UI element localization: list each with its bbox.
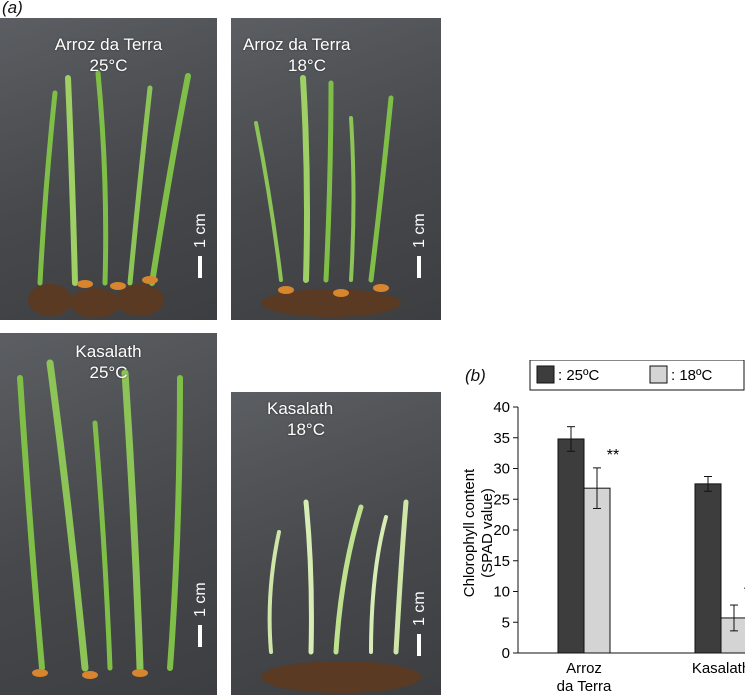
caption-line2: 25°C	[89, 56, 128, 75]
caption-line2: 25°C	[89, 363, 128, 382]
x-category-label: Kasalath	[692, 660, 745, 677]
y-tick-label: 0	[502, 645, 510, 662]
scale-bar	[198, 625, 202, 647]
legend-swatch-25c	[536, 365, 555, 384]
y-tick-label: 30	[493, 461, 510, 478]
scale-bar	[417, 634, 421, 656]
seedlings-image	[261, 499, 421, 693]
photo-kasalath-25c: Kasalath 25°C 1 cm	[0, 333, 217, 695]
scale-label: 1 cm	[411, 213, 428, 248]
seedlings-image	[17, 359, 183, 679]
significance-marker: **	[607, 447, 619, 464]
seedlings-image	[28, 70, 191, 318]
caption-line1: Arroz da Terra	[54, 35, 163, 54]
bar	[720, 617, 745, 654]
y-tick-label: 5	[502, 614, 510, 631]
photo-caption: Arroz da Terra 18°C	[243, 34, 441, 76]
photo-arroz-25c: Arroz da Terra 25°C 1 cm	[0, 18, 217, 320]
photo-caption: Kasalath 25°C	[0, 341, 217, 383]
legend-frame	[529, 360, 745, 391]
bar	[583, 487, 611, 654]
legend-label-25c: : 25ºC	[558, 367, 599, 384]
y-tick-label: 10	[493, 584, 510, 601]
scale-bar	[417, 256, 421, 278]
scale-label: 1 cm	[192, 582, 209, 617]
caption-line1: Kasalath	[75, 342, 142, 361]
panel-a-label: (a)	[2, 0, 23, 17]
y-axis-label-line2: (SPAD value)	[479, 488, 496, 578]
panel-b-label: (b)	[465, 366, 486, 385]
scale-bar	[198, 256, 202, 278]
caption-line1: Arroz da Terra	[243, 35, 351, 54]
legend-label-18c: : 18ºC	[671, 367, 712, 384]
y-tick-label: 35	[493, 430, 510, 447]
scale-label: 1 cm	[411, 591, 428, 626]
legend: : 25ºC : 18ºC	[529, 360, 745, 391]
caption-line2: 18°C	[288, 56, 326, 75]
y-tick-label: 15	[493, 553, 510, 570]
photo-kasalath-18c: Kasalath 18°C 1 cm	[231, 392, 441, 695]
y-tick-label: 25	[493, 491, 510, 508]
x-category-label: da Terra	[557, 678, 612, 695]
scale-label: 1 cm	[192, 213, 209, 248]
photo-caption: Arroz da Terra 25°C	[0, 34, 217, 76]
caption-line1: Kasalath	[267, 399, 334, 418]
caption-line2: 18°C	[287, 420, 325, 439]
y-axis-label-line1: Chlorophyll content	[461, 468, 478, 597]
bar	[694, 483, 722, 654]
y-tick-label: 20	[493, 522, 510, 539]
legend-swatch-18c	[649, 365, 668, 384]
y-tick-label: 40	[493, 399, 510, 416]
seedlings-image	[254, 75, 401, 317]
bar	[557, 438, 585, 654]
significance-marker: **	[744, 584, 745, 601]
x-category-label: Arroz	[566, 660, 602, 677]
y-axis-label: Chlorophyll content (SPAD value)	[461, 468, 496, 597]
photo-arroz-18c: Arroz da Terra 18°C 1 cm	[231, 18, 441, 320]
photo-caption: Kasalath 18°C	[267, 398, 441, 440]
chlorophyll-bar-chart: : 25ºC : 18ºC Chlorophyll content (SPAD …	[461, 360, 745, 695]
